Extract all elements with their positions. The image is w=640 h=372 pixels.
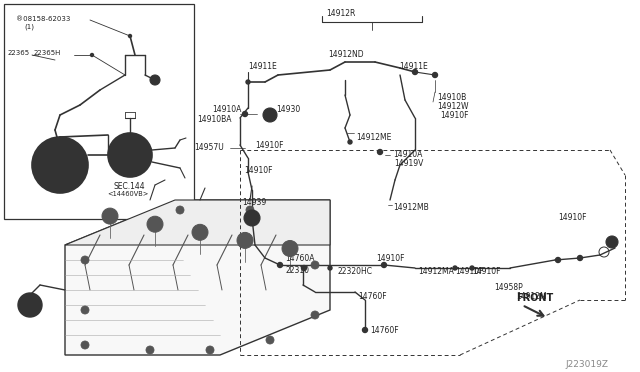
Circle shape [266, 336, 274, 344]
Circle shape [243, 112, 248, 116]
Circle shape [282, 241, 298, 257]
Circle shape [246, 206, 254, 214]
Circle shape [556, 257, 561, 263]
Text: 14910BA: 14910BA [197, 115, 232, 124]
Text: 14911E: 14911E [399, 62, 428, 71]
Text: 14912R: 14912R [326, 9, 355, 18]
Text: 14912ND: 14912ND [328, 50, 364, 59]
Circle shape [147, 216, 163, 232]
Circle shape [244, 210, 260, 226]
Text: 14957U: 14957U [194, 143, 224, 152]
Text: 14912MA: 14912MA [418, 267, 454, 276]
Text: 14910B: 14910B [437, 93, 467, 102]
Circle shape [192, 224, 208, 240]
Text: 14912M: 14912M [516, 292, 547, 301]
Circle shape [348, 140, 352, 144]
Text: 14910A: 14910A [212, 105, 241, 114]
Text: 14912MB: 14912MB [393, 203, 429, 212]
Text: FRONT: FRONT [516, 293, 553, 303]
Text: 14939: 14939 [242, 198, 266, 207]
Text: 14760A: 14760A [285, 254, 314, 263]
Circle shape [108, 133, 152, 177]
Circle shape [381, 263, 387, 267]
Circle shape [176, 206, 184, 214]
Circle shape [328, 266, 332, 270]
Circle shape [311, 311, 319, 319]
Text: —: — [32, 52, 39, 58]
Circle shape [453, 266, 457, 270]
Text: 14958P: 14958P [494, 283, 523, 292]
Text: 14930: 14930 [276, 105, 300, 114]
Text: 14910F: 14910F [255, 141, 284, 150]
Text: 14910F: 14910F [376, 254, 404, 263]
Circle shape [246, 80, 250, 84]
Circle shape [278, 263, 282, 267]
Polygon shape [65, 200, 330, 245]
Text: <14460VB>: <14460VB> [107, 191, 148, 197]
Text: 22310: 22310 [286, 266, 310, 275]
Text: 14910F: 14910F [440, 111, 468, 120]
Text: 14912ME: 14912ME [356, 133, 392, 142]
Text: 14912W: 14912W [437, 102, 468, 111]
Circle shape [146, 346, 154, 354]
Text: 14760F: 14760F [370, 326, 399, 335]
Circle shape [237, 232, 253, 248]
Text: J223019Z: J223019Z [565, 360, 608, 369]
Text: 14910F: 14910F [558, 213, 586, 222]
Circle shape [577, 256, 582, 260]
Circle shape [81, 256, 89, 264]
Circle shape [150, 75, 160, 85]
Circle shape [32, 137, 88, 193]
Text: 14760F: 14760F [358, 292, 387, 301]
Text: (1): (1) [24, 24, 34, 31]
Text: 14910F: 14910F [244, 166, 273, 175]
Circle shape [206, 346, 214, 354]
Bar [55, 54, 75, 62]
Polygon shape [65, 200, 330, 355]
Circle shape [311, 261, 319, 269]
Circle shape [606, 236, 618, 248]
Circle shape [102, 208, 118, 224]
Text: 14911E: 14911E [248, 62, 276, 71]
Text: 22365H: 22365H [34, 50, 61, 56]
Circle shape [413, 70, 417, 74]
Bar [4, 4, 194, 219]
Circle shape [263, 108, 277, 122]
Circle shape [362, 327, 367, 333]
Circle shape [81, 306, 89, 314]
Circle shape [129, 35, 131, 38]
Text: 22320HC: 22320HC [338, 267, 373, 276]
Circle shape [90, 54, 93, 57]
Circle shape [470, 266, 474, 270]
Circle shape [433, 73, 438, 77]
Circle shape [18, 293, 42, 317]
Circle shape [81, 341, 89, 349]
Text: 22365: 22365 [8, 50, 30, 56]
Text: 14910A: 14910A [393, 150, 422, 159]
Circle shape [378, 150, 383, 154]
Circle shape [301, 266, 307, 270]
Text: 14910F: 14910F [455, 267, 483, 276]
Text: 14919V: 14919V [394, 159, 424, 168]
Text: SEC.144: SEC.144 [114, 182, 146, 191]
Text: 14910F: 14910F [472, 267, 500, 276]
Text: ®08158-62033: ®08158-62033 [16, 16, 70, 22]
